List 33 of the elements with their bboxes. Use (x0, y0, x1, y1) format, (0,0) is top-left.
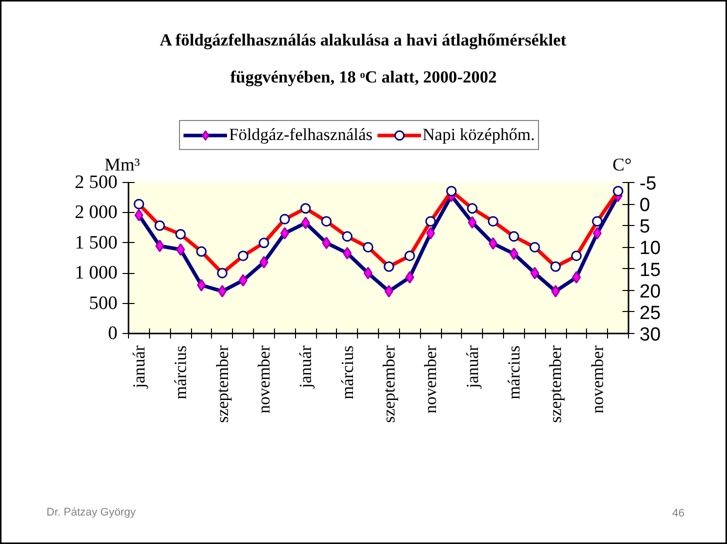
text: 46 (672, 508, 685, 520)
chart-title: A földgázfelhasználás alakulása a havi átlaghőmérséklet függvényében, 18 ᵒC alatt, 2000-2002 (160, 30, 567, 87)
y2-tick-label: 5 (640, 216, 650, 238)
x-tick-label: november (254, 345, 274, 414)
y2-axis-title: C° (612, 154, 632, 174)
y2-tick-label: 30 (640, 324, 661, 346)
y-tick-label: 0 (108, 323, 118, 344)
y2-tick-label: 0 (640, 195, 650, 216)
y-tick-label: 1 000 (74, 262, 118, 284)
x-tick-label: március (171, 345, 190, 400)
y2-tick-label: 10 (640, 238, 661, 260)
y-tick-label: 500 (89, 292, 118, 314)
y2-tick-label: 20 (640, 281, 661, 302)
x-tick-label: január (129, 345, 148, 389)
x-tick-label: szeptember (546, 345, 566, 423)
x-tick-label: március (338, 345, 357, 400)
y-tick-label: 2 000 (74, 202, 118, 224)
text: Dr. Pátzay György (46, 506, 136, 518)
legend-label: Földgáz-felhasználás (229, 124, 372, 146)
x-tick-label: január (462, 345, 482, 389)
y-tick-label: 1 500 (74, 232, 118, 254)
x-tick-label: szeptember (379, 345, 398, 423)
x-tick-label: szeptember (212, 345, 232, 423)
y2-tick-label: 25 (640, 302, 661, 324)
y-tick-label: 2 500 (74, 172, 118, 193)
legend-label: Napi középhőm. (422, 124, 535, 146)
y-axis-title: Mm³ (104, 154, 141, 174)
x-tick-label: november (588, 345, 607, 414)
y2-tick-label: -5 (640, 174, 656, 194)
x-tick-label: március (504, 345, 524, 400)
y2-tick-label: 15 (640, 260, 661, 281)
x-tick-label: november (421, 345, 440, 414)
x-tick-label: január (296, 345, 316, 389)
